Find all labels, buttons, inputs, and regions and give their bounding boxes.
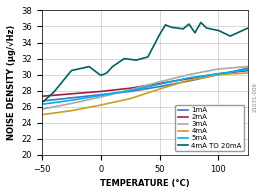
4mA — [246, 72, 249, 74]
1mA — [217, 74, 220, 76]
4mA TO 20mA — [217, 29, 220, 32]
4mA TO 20mA — [111, 65, 114, 68]
4mA TO 20mA — [123, 57, 126, 60]
4mA TO 20mA — [70, 69, 73, 72]
4mA TO 20mA — [164, 24, 167, 26]
1mA — [40, 100, 43, 102]
4mA TO 20mA — [181, 28, 185, 30]
Line: 1mA: 1mA — [42, 68, 248, 101]
Y-axis label: NOISE DENSITY (μg/√Hz): NOISE DENSITY (μg/√Hz) — [7, 25, 16, 140]
Text: 21031-006: 21031-006 — [252, 82, 257, 113]
5mA — [217, 73, 220, 75]
4mA TO 20mA — [170, 26, 173, 28]
4mA — [70, 110, 73, 112]
4mA TO 20mA — [199, 21, 202, 24]
4mA — [158, 88, 161, 90]
4mA TO 20mA — [134, 59, 138, 61]
4mA TO 20mA — [158, 33, 161, 36]
4mA TO 20mA — [87, 65, 90, 68]
4mA TO 20mA — [40, 101, 43, 104]
3mA — [187, 74, 191, 76]
Line: 4mA TO 20mA: 4mA TO 20mA — [42, 22, 248, 103]
4mA TO 20mA — [246, 27, 249, 29]
Line: 3mA: 3mA — [42, 66, 248, 109]
3mA — [129, 89, 132, 91]
1mA — [99, 93, 102, 96]
4mA TO 20mA — [187, 23, 191, 25]
5mA — [129, 90, 132, 92]
4mA TO 20mA — [99, 74, 102, 77]
2mA — [129, 87, 132, 89]
Line: 5mA: 5mA — [42, 70, 248, 104]
4mA — [187, 79, 191, 81]
5mA — [99, 94, 102, 97]
2mA — [246, 69, 249, 72]
1mA — [246, 67, 249, 69]
1mA — [70, 97, 73, 99]
4mA TO 20mA — [146, 56, 150, 58]
4mA TO 20mA — [193, 32, 197, 34]
4mA TO 20mA — [205, 27, 208, 29]
2mA — [40, 95, 43, 98]
4mA — [217, 74, 220, 76]
4mA — [40, 113, 43, 116]
2mA — [70, 93, 73, 95]
2mA — [187, 77, 191, 80]
4mA TO 20mA — [105, 72, 108, 74]
3mA — [70, 102, 73, 105]
3mA — [40, 108, 43, 110]
X-axis label: TEMPERATURE (°C): TEMPERATURE (°C) — [100, 179, 190, 188]
3mA — [158, 81, 161, 83]
1mA — [187, 80, 191, 82]
Legend: 1mA, 2mA, 3mA, 4mA, 5mA, 4mA TO 20mA: 1mA, 2mA, 3mA, 4mA, 5mA, 4mA TO 20mA — [175, 105, 244, 151]
1mA — [158, 85, 161, 88]
5mA — [187, 77, 191, 79]
2mA — [217, 73, 220, 75]
3mA — [99, 96, 102, 98]
3mA — [217, 68, 220, 70]
5mA — [158, 83, 161, 85]
Line: 4mA: 4mA — [42, 73, 248, 115]
4mA TO 20mA — [229, 35, 232, 37]
5mA — [70, 99, 73, 101]
4mA TO 20mA — [52, 91, 55, 93]
4mA — [99, 104, 102, 106]
3mA — [246, 65, 249, 68]
1mA — [129, 90, 132, 93]
Line: 2mA: 2mA — [42, 71, 248, 96]
2mA — [158, 82, 161, 85]
4mA — [129, 98, 132, 100]
5mA — [246, 69, 249, 71]
5mA — [40, 103, 43, 105]
2mA — [99, 90, 102, 93]
